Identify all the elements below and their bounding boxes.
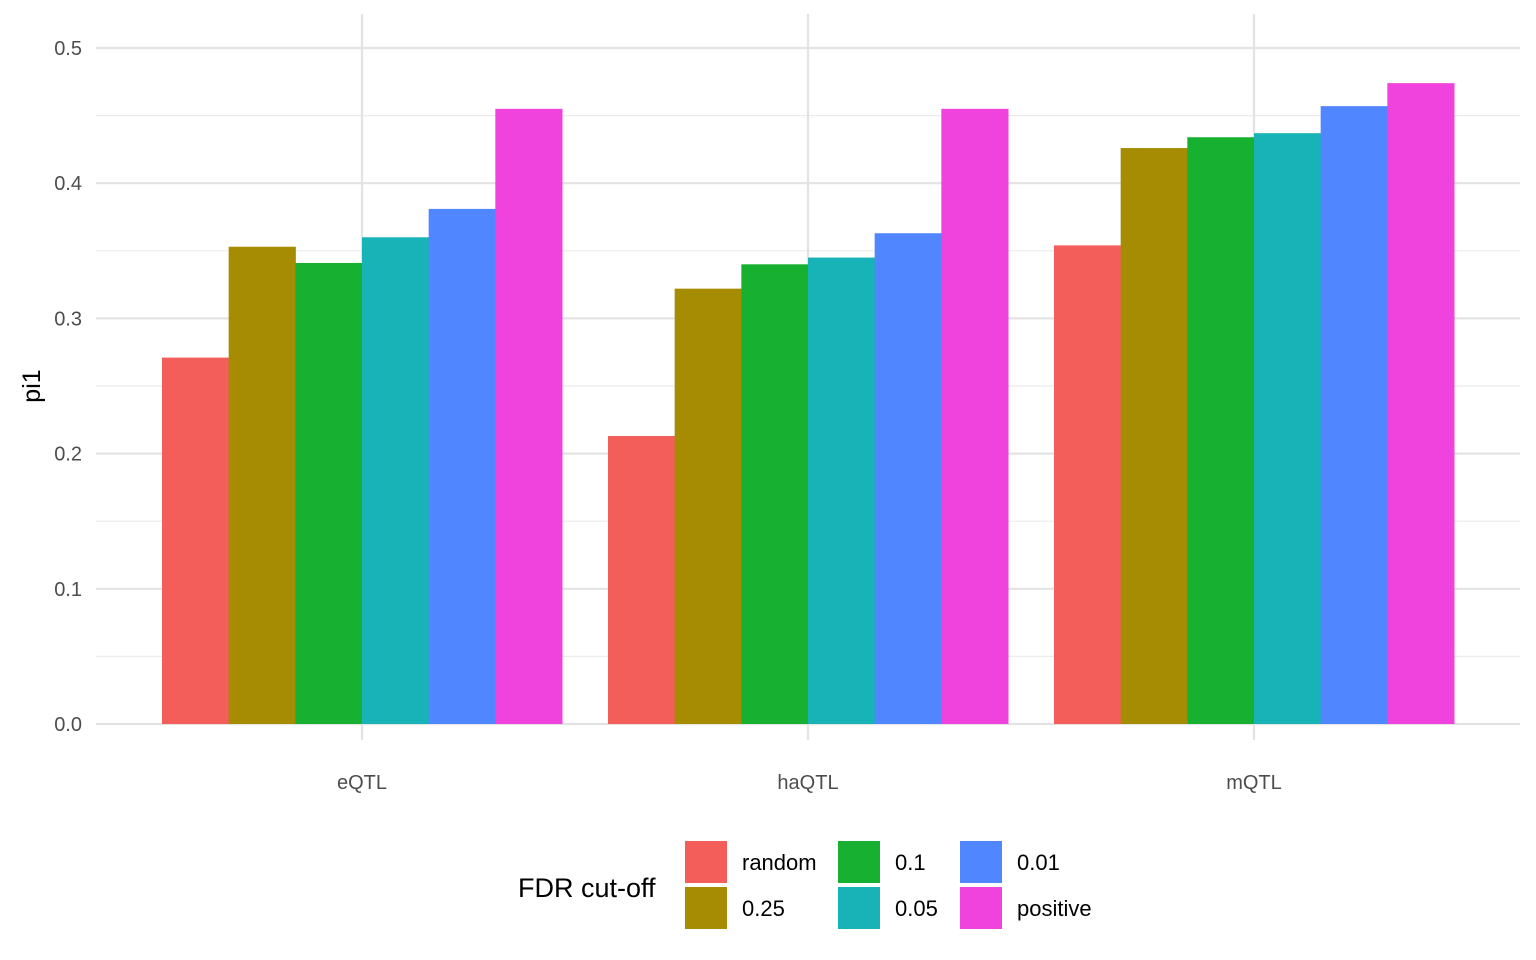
legend-label-random: random	[742, 850, 817, 875]
legend-swatch-0.25	[685, 887, 727, 929]
y-tick-label: 0.1	[54, 579, 82, 601]
bar-mQTL-positive	[1387, 83, 1455, 725]
y-tick-label: 0.3	[54, 308, 82, 330]
bar-mQTL-0.25	[1120, 148, 1188, 725]
legend: FDR cut-off random 0.25 0.1 0.05 0.01 positiv…	[518, 841, 1092, 929]
legend-label-0.25: 0.25	[742, 896, 785, 921]
legend-swatch-0.01	[960, 841, 1002, 883]
bar-mQTL-0.1	[1187, 137, 1255, 724]
bar-haQTL-positive	[941, 108, 1009, 725]
legend-label-positive: positive	[1017, 896, 1092, 921]
legend-swatch-0.05	[838, 887, 880, 929]
bar-mQTL-random	[1054, 245, 1122, 724]
bar-haQTL-random	[608, 436, 676, 724]
legend-label-0.1: 0.1	[895, 850, 926, 875]
bar-haQTL-0.01	[874, 233, 942, 724]
legend-label-0.01: 0.01	[1017, 850, 1060, 875]
x-tick-label: mQTL	[1226, 772, 1282, 794]
y-axis-title: pi1	[18, 369, 46, 402]
bar-haQTL-0.05	[808, 257, 876, 724]
bar-mQTL-0.01	[1320, 106, 1388, 725]
bar-eQTL-0.05	[362, 237, 430, 724]
bar-eQTL-random	[162, 357, 230, 724]
legend-swatch-positive	[960, 887, 1002, 929]
bar-eQTL-0.25	[228, 246, 296, 724]
legend-swatch-random	[685, 841, 727, 883]
bar-eQTL-positive	[495, 108, 563, 725]
bar-eQTL-0.01	[428, 208, 496, 724]
legend-title: FDR cut-off	[518, 873, 656, 903]
y-tick-label: 0.5	[54, 38, 82, 60]
legend-label-0.05: 0.05	[895, 896, 938, 921]
x-tick-label: eQTL	[337, 772, 387, 794]
bar-eQTL-0.1	[295, 262, 363, 724]
x-tick-label: haQTL	[777, 772, 838, 794]
axis-layer: 0.0 0.1 0.2 0.3 0.4 0.5 eQTL haQTL mQTL	[54, 38, 1282, 794]
y-tick-label: 0.0	[54, 714, 82, 736]
y-tick-label: 0.4	[54, 173, 82, 195]
bars-layer	[162, 83, 1455, 725]
y-tick-label: 0.2	[54, 444, 82, 466]
bar-haQTL-0.25	[674, 288, 742, 724]
bar-haQTL-0.1	[741, 264, 809, 724]
legend-swatch-0.1	[838, 841, 880, 883]
bar-mQTL-0.05	[1254, 133, 1322, 724]
